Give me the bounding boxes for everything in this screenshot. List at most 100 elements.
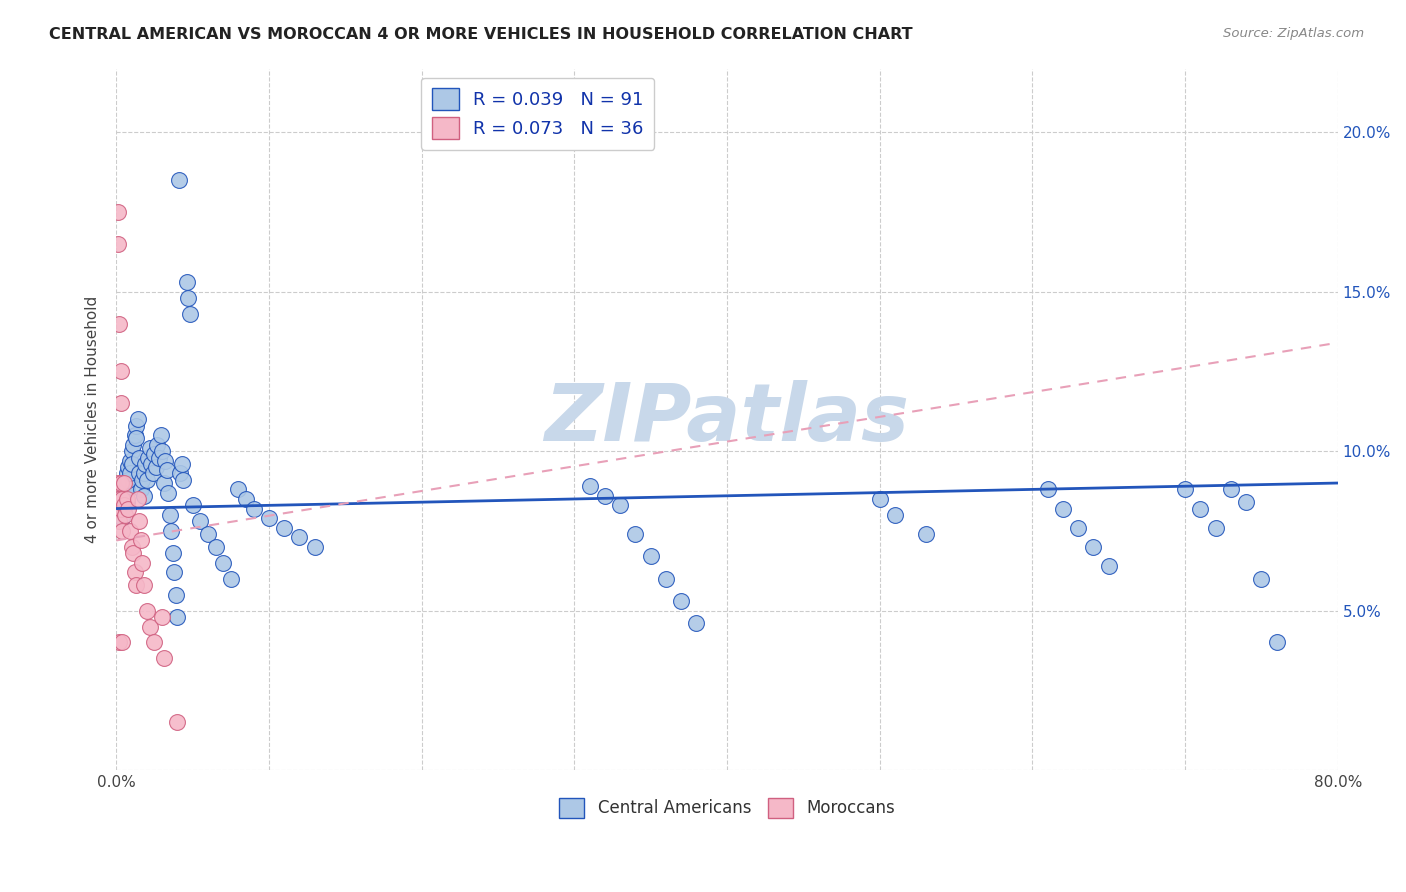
Point [157, 485, 180, 500]
Point [111, 491, 134, 506]
Point [685, 616, 707, 631]
Point [107, 205, 129, 219]
Point [150, 610, 173, 624]
Point [177, 291, 200, 305]
Point [135, 603, 157, 617]
Point [107, 236, 129, 251]
Point [640, 549, 662, 564]
Point [107, 476, 129, 491]
Point [111, 524, 134, 538]
Point [128, 514, 150, 528]
Text: ZIPatlas: ZIPatlas [544, 380, 910, 458]
Point [143, 447, 166, 461]
Point [1067, 521, 1090, 535]
Point [141, 457, 163, 471]
Point [128, 467, 150, 481]
Point [125, 578, 148, 592]
Point [179, 307, 201, 321]
Point [118, 467, 141, 481]
Point [1250, 572, 1272, 586]
Point [304, 540, 326, 554]
Point [115, 495, 138, 509]
Point [115, 491, 138, 506]
Point [112, 489, 135, 503]
Point [112, 499, 135, 513]
Point [204, 540, 226, 554]
Point [212, 556, 235, 570]
Point [578, 479, 600, 493]
Point [132, 467, 155, 481]
Point [108, 491, 131, 506]
Point [114, 508, 136, 522]
Point [156, 463, 179, 477]
Point [671, 594, 693, 608]
Point [131, 473, 153, 487]
Point [148, 450, 170, 465]
Point [167, 173, 190, 187]
Point [112, 476, 135, 491]
Point [111, 635, 134, 649]
Point [166, 715, 188, 730]
Point [117, 501, 139, 516]
Point [145, 460, 167, 475]
Point [150, 444, 173, 458]
Point [257, 511, 280, 525]
Point [235, 491, 257, 506]
Point [139, 441, 162, 455]
Point [118, 453, 141, 467]
Point [114, 483, 136, 497]
Point [1265, 635, 1288, 649]
Point [142, 467, 165, 481]
Point [1083, 540, 1105, 554]
Y-axis label: 4 or more Vehicles in Household: 4 or more Vehicles in Household [86, 295, 100, 543]
Point [138, 450, 160, 465]
Point [219, 572, 242, 586]
Point [197, 527, 219, 541]
Point [1219, 483, 1241, 497]
Point [122, 438, 145, 452]
Point [181, 499, 204, 513]
Point [172, 473, 194, 487]
Point [110, 476, 132, 491]
Point [165, 588, 187, 602]
Point [108, 514, 131, 528]
Point [112, 476, 135, 491]
Point [1189, 501, 1212, 516]
Text: Source: ZipAtlas.com: Source: ZipAtlas.com [1223, 27, 1364, 40]
Point [121, 444, 143, 458]
Point [1174, 483, 1197, 497]
Point [228, 483, 250, 497]
Point [273, 521, 295, 535]
Point [129, 483, 152, 497]
Point [115, 483, 138, 497]
Point [124, 428, 146, 442]
Point [125, 418, 148, 433]
Point [624, 527, 647, 541]
Point [169, 467, 191, 481]
Point [1205, 521, 1227, 535]
Point [117, 460, 139, 475]
Point [1234, 495, 1257, 509]
Point [134, 457, 156, 471]
Point [884, 508, 907, 522]
Point [135, 473, 157, 487]
Point [121, 540, 143, 554]
Point [127, 491, 149, 506]
Point [1052, 501, 1074, 516]
Point [127, 412, 149, 426]
Point [110, 396, 132, 410]
Point [129, 533, 152, 548]
Point [869, 491, 891, 506]
Point [121, 457, 143, 471]
Point [110, 364, 132, 378]
Point [107, 501, 129, 516]
Point [110, 501, 132, 516]
Point [108, 317, 131, 331]
Point [131, 556, 153, 570]
Point [160, 524, 183, 538]
Point [117, 473, 139, 487]
Legend: Central Americans, Moroccans: Central Americans, Moroccans [553, 791, 901, 825]
Point [124, 566, 146, 580]
Point [139, 619, 162, 633]
Point [1036, 483, 1059, 497]
